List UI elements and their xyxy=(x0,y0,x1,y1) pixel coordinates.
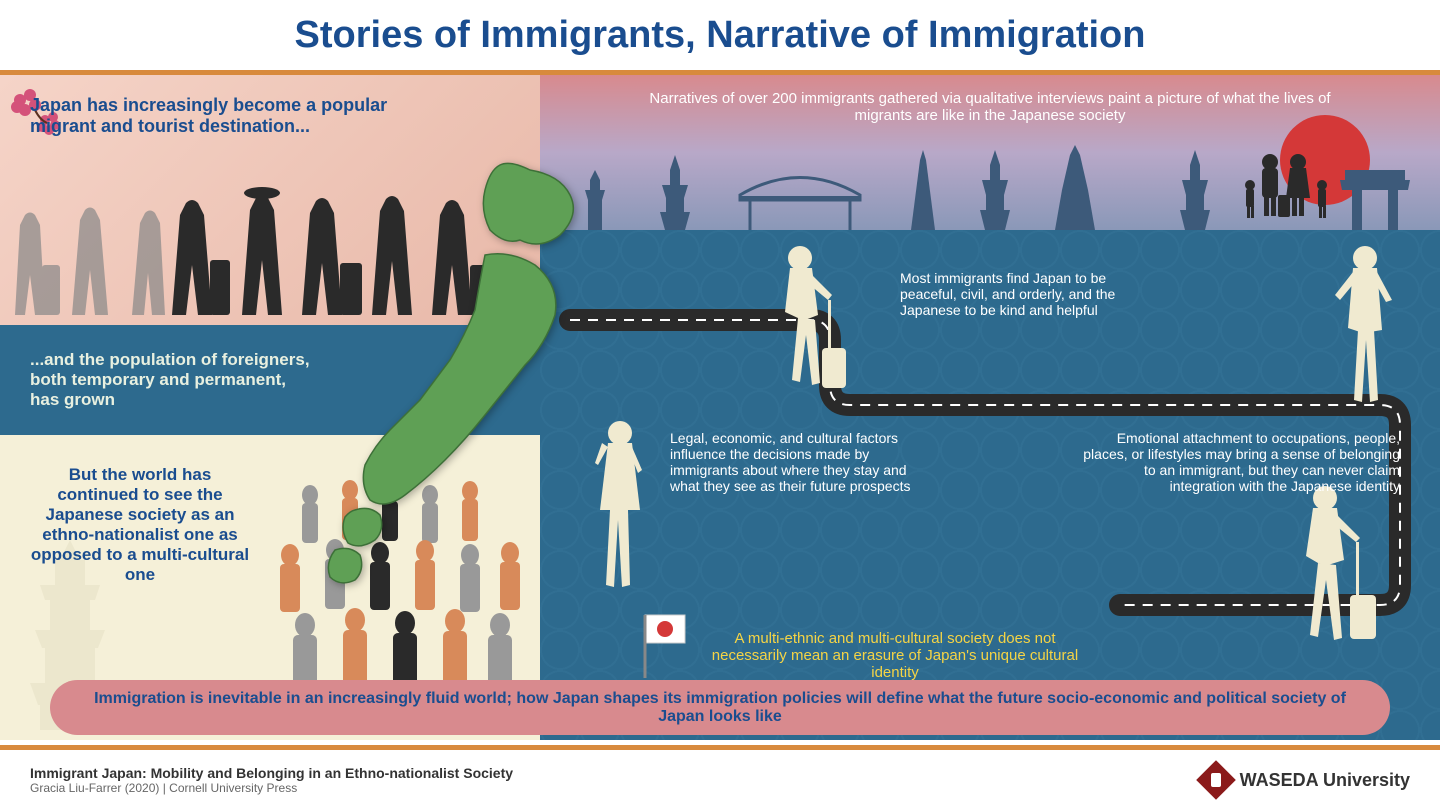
japan-flag-icon xyxy=(640,610,690,680)
conclusion-text: Immigration is inevitable in an increasi… xyxy=(80,690,1360,726)
footer: Immigrant Japan: Mobility and Belonging … xyxy=(0,745,1440,810)
japan-map-icon xyxy=(310,155,630,595)
road-text-2: Legal, economic, and cultural factors in… xyxy=(670,430,930,494)
road-text-3: Emotional attachment to occupations, peo… xyxy=(1080,430,1400,494)
left-text-1: Japan has increasingly become a popular … xyxy=(30,95,390,137)
right-main-panel: Most immigrants find Japan to be peacefu… xyxy=(540,230,1440,740)
book-title: Immigrant Japan: Mobility and Belonging … xyxy=(30,765,513,781)
walking-woman-luggage-2-icon xyxy=(1270,480,1390,650)
title-bar: Stories of Immigrants, Narrative of Immi… xyxy=(0,0,1440,70)
conclusion-banner: Immigration is inevitable in an increasi… xyxy=(50,680,1390,735)
waseda-logo-icon xyxy=(1196,760,1236,800)
main-title: Stories of Immigrants, Narrative of Immi… xyxy=(295,14,1146,57)
main-content: Japan has increasingly become a popular … xyxy=(0,75,1440,740)
university-name: WASEDA University xyxy=(1240,770,1410,791)
right-intro-text: Narratives of over 200 immigrants gather… xyxy=(630,90,1350,124)
road-text-4: A multi-ethnic and multi-cultural societ… xyxy=(710,630,1080,681)
right-top-panel: Narratives of over 200 immigrants gather… xyxy=(540,75,1440,230)
left-text-3: But the world has continued to see the J… xyxy=(30,465,250,585)
book-subtitle: Gracia Liu-Farrer (2020) | Cornell Unive… xyxy=(30,781,513,795)
walking-woman-luggage-icon xyxy=(750,240,860,400)
footer-logo-block: WASEDA University xyxy=(1202,766,1410,794)
footer-citation: Immigrant Japan: Mobility and Belonging … xyxy=(30,765,513,795)
road-text-1: Most immigrants find Japan to be peacefu… xyxy=(900,270,1130,318)
family-icon xyxy=(1240,150,1340,220)
right-column: Narratives of over 200 immigrants gather… xyxy=(540,75,1440,740)
standing-man-icon xyxy=(1320,240,1410,410)
left-text-2: ...and the population of foreigners, bot… xyxy=(30,350,310,410)
